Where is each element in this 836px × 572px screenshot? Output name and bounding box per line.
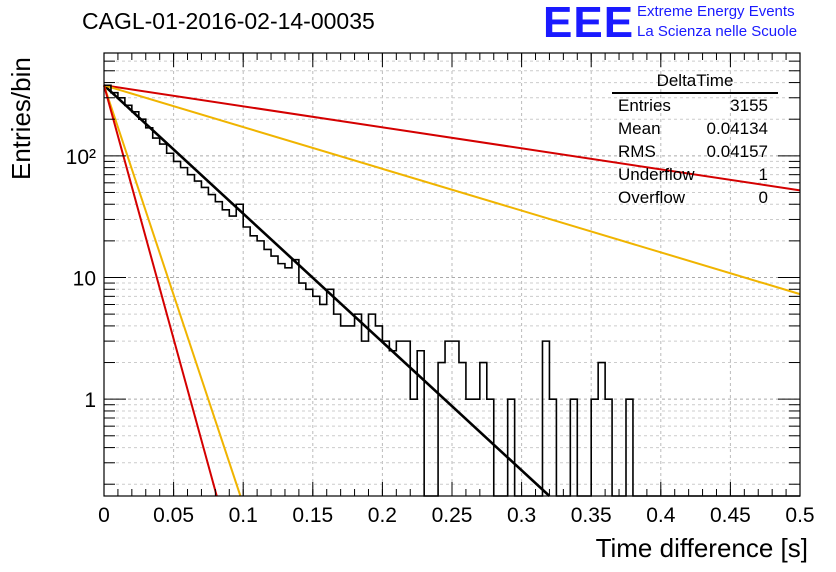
fit-curve (103, 85, 218, 497)
stats-box-title: DeltaTime (612, 70, 778, 94)
axis-ticks (103, 52, 801, 496)
stats-value: 1 (758, 165, 768, 184)
x-tick-label: 0.4 (646, 504, 676, 527)
fit-curve (103, 84, 242, 497)
x-tick-label: 0 (98, 504, 110, 527)
x-tick-label: 0.45 (710, 504, 751, 527)
stats-label: Underflow (618, 165, 695, 184)
stats-label: Entries (618, 96, 671, 115)
x-tick-label: 0.2 (368, 504, 397, 527)
eee-logo: EEE (543, 0, 635, 47)
stats-label: Mean (618, 119, 661, 138)
x-tick-label: 0.5 (785, 504, 814, 527)
stats-row-overflow: Overflow 0 (612, 186, 778, 209)
stats-value: 0.04134 (706, 119, 768, 138)
stats-row-entries: Entries 3155 (612, 94, 778, 117)
y-tick-label: 1 (84, 389, 96, 412)
fit-curve (103, 84, 801, 296)
x-tick-label: 0.3 (507, 504, 536, 527)
stats-label: RMS (618, 142, 656, 161)
stats-value: 3155 (730, 96, 768, 115)
chart-title: CAGL-01-2016-02-14-00035 (82, 8, 375, 34)
stats-value: 0 (758, 188, 768, 207)
x-tick-label: 0.1 (229, 504, 258, 527)
x-axis-label: Time difference [s] (595, 533, 808, 563)
stats-row-rms: RMS 0.04157 (612, 140, 778, 163)
logo-line-2: La Scienza nelle Scuole (637, 23, 798, 40)
x-tick-label: 0.25 (432, 504, 473, 527)
y-tick-labels: 1 10 10² (66, 146, 96, 412)
fit-curve (103, 84, 801, 192)
x-tick-label: 0.15 (292, 504, 333, 527)
x-tick-label: 0.35 (571, 504, 612, 527)
stats-value: 0.04157 (706, 142, 768, 161)
stats-row-underflow: Underflow 1 (612, 163, 778, 186)
y-axis-label: Entries/bin (6, 57, 36, 180)
stats-label: Overflow (618, 188, 686, 207)
y-tick-label: 10 (73, 267, 96, 290)
x-tick-label: 0.05 (153, 504, 194, 527)
stats-row-mean: Mean 0.04134 (612, 117, 778, 140)
y-tick-label: 10² (66, 146, 96, 169)
logo-line-1: Extreme Energy Events (637, 3, 795, 20)
stats-box: DeltaTime Entries 3155 Mean 0.04134 RMS … (612, 70, 778, 210)
x-tick-labels: 0 0.05 0.1 0.15 0.2 0.25 0.3 0.35 0.4 0.45 0.5 (98, 504, 814, 527)
